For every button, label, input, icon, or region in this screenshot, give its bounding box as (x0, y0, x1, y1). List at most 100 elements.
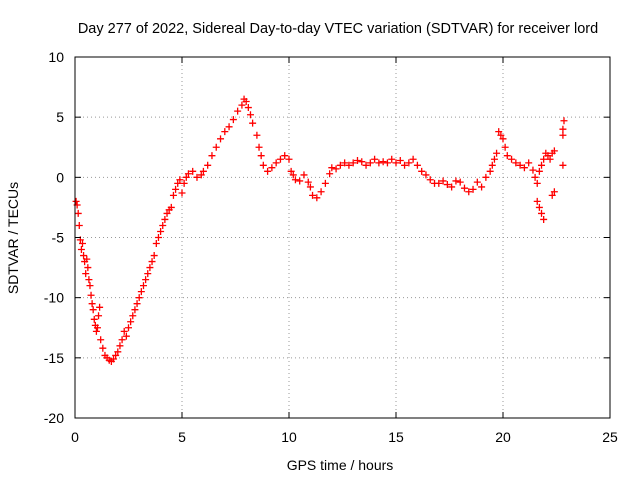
data-point (396, 156, 404, 164)
data-point (217, 135, 225, 143)
data-point (150, 252, 158, 260)
data-point (465, 188, 473, 196)
data-point (371, 155, 379, 163)
data-point (244, 104, 252, 112)
data-point (358, 158, 366, 166)
data-point (512, 159, 520, 167)
data-point (234, 107, 242, 115)
data-point (238, 101, 246, 109)
data-point (540, 155, 548, 163)
data-point (495, 128, 503, 136)
data-point (84, 264, 92, 272)
data-point (353, 156, 361, 164)
data-point (503, 152, 511, 160)
data-point (439, 177, 447, 185)
data-point (452, 177, 460, 185)
data-point (287, 167, 295, 175)
data-point (300, 171, 308, 179)
data-point (129, 312, 137, 320)
data-point (88, 300, 96, 308)
data-point (208, 152, 216, 160)
y-tick-label: -10 (44, 290, 64, 306)
data-point (197, 171, 205, 179)
data-point (362, 161, 370, 169)
data-point (255, 143, 263, 151)
data-point (345, 161, 353, 169)
data-point (383, 159, 391, 167)
data-point (142, 276, 150, 284)
data-point (349, 159, 357, 167)
data-point (296, 177, 304, 185)
data-point (221, 128, 229, 136)
data-point (473, 178, 481, 186)
data-point (178, 189, 186, 197)
data-point (535, 167, 543, 175)
data-point (131, 306, 139, 314)
data-point (392, 159, 400, 167)
grid (75, 57, 610, 418)
data-point (486, 167, 494, 175)
data-point (497, 131, 505, 139)
data-point (204, 161, 212, 169)
data-point (533, 179, 541, 187)
data-point (281, 152, 289, 160)
data-point (548, 191, 556, 199)
data-point (93, 324, 101, 332)
data-point (78, 240, 86, 248)
data-point (375, 159, 383, 167)
data-point (516, 161, 524, 169)
data-point (259, 161, 267, 169)
data-point (529, 166, 537, 174)
data-point (120, 327, 128, 335)
data-point (413, 161, 421, 169)
data-point (448, 183, 456, 191)
data-point (159, 221, 167, 229)
data-point (176, 176, 184, 184)
data-point (148, 258, 156, 266)
data-point (157, 227, 165, 235)
data-point (96, 303, 104, 311)
data-point (328, 164, 336, 172)
data-point (559, 161, 567, 169)
x-tick-label: 15 (388, 429, 404, 445)
data-point (72, 197, 80, 205)
data-point (499, 135, 507, 143)
data-point (321, 179, 329, 187)
data-point (189, 167, 197, 175)
data-point (77, 246, 85, 254)
data-point (85, 276, 93, 284)
data-point (172, 185, 180, 193)
data-point (99, 344, 107, 352)
data-point (174, 179, 182, 187)
data-point (550, 188, 558, 196)
data-point (257, 152, 265, 160)
data-point (490, 155, 498, 163)
data-point (242, 98, 250, 106)
data-point (426, 176, 434, 184)
x-tick-label: 25 (602, 429, 618, 445)
data-point (422, 171, 430, 179)
data-point (199, 167, 207, 175)
data-point (336, 161, 344, 169)
data-point (460, 184, 468, 192)
x-axis-label: GPS time / hours (287, 457, 394, 473)
data-point (253, 131, 261, 139)
data-point (125, 324, 132, 332)
data-point (535, 203, 543, 211)
data-point (291, 176, 299, 184)
data-point (559, 131, 567, 139)
x-tick-label: 5 (178, 429, 186, 445)
data-point (418, 167, 426, 175)
data-point (482, 173, 490, 181)
data-point (488, 161, 496, 169)
data-point (435, 179, 443, 187)
data-point (146, 264, 154, 272)
data-point (493, 149, 501, 157)
data-point (86, 282, 94, 290)
data-point (249, 119, 257, 127)
data-point (478, 183, 486, 191)
data-point (127, 318, 135, 326)
data-point (264, 167, 272, 175)
data-point (289, 171, 297, 179)
data-point (388, 155, 396, 163)
